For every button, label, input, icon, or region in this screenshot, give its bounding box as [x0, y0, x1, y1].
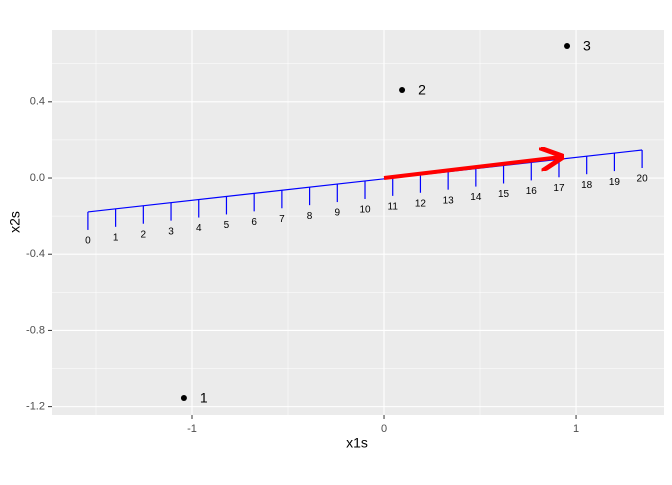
y-tick-label: -0.8 — [26, 324, 45, 336]
projection-tick-label: 13 — [443, 195, 455, 206]
panel — [52, 30, 664, 415]
projection-tick-label: 10 — [359, 205, 371, 216]
y-tick-label: 0.0 — [30, 172, 45, 184]
y-tick-label: -0.4 — [26, 248, 45, 260]
y-axis-title: x2s — [7, 211, 23, 233]
projection-tick-label: 11 — [388, 202, 399, 213]
point-label: 2 — [418, 82, 426, 98]
projection-tick-label: 14 — [470, 192, 482, 203]
projection-tick-label: 4 — [196, 223, 202, 234]
x-tick-label: -1 — [187, 423, 197, 435]
x-tick-label: 1 — [573, 423, 579, 435]
projection-tick-label: 7 — [279, 214, 285, 225]
y-tick-label: 0.4 — [30, 96, 45, 108]
point-label: 3 — [583, 38, 591, 54]
projection-tick-label: 16 — [526, 186, 538, 197]
projection-tick-label: 6 — [251, 217, 257, 228]
point-label: 1 — [200, 390, 208, 406]
projection-tick-label: 2 — [141, 229, 147, 240]
projection-tick-label: 17 — [553, 183, 565, 194]
x-tick-label: 0 — [381, 423, 387, 435]
projection-tick-label: 8 — [307, 211, 313, 222]
point — [180, 395, 187, 402]
projection-tick-label: 3 — [168, 226, 174, 237]
projection-tick-label: 15 — [498, 189, 510, 200]
projection-tick-label: 9 — [335, 208, 341, 219]
projection-tick-label: 18 — [581, 180, 593, 191]
projection-tick-label: 20 — [637, 174, 649, 185]
projection-tick-label: 5 — [224, 220, 230, 231]
arrow — [383, 157, 560, 181]
point — [399, 87, 406, 94]
projection-tick-label: 1 — [113, 232, 119, 243]
projection-tick-label: 0 — [85, 236, 91, 247]
projection-tick-label: 12 — [415, 198, 427, 209]
projection-tick-label: 19 — [609, 177, 621, 188]
point — [564, 43, 571, 50]
x-axis-title: x1s — [346, 435, 368, 451]
y-tick-label: -1.2 — [26, 401, 45, 413]
